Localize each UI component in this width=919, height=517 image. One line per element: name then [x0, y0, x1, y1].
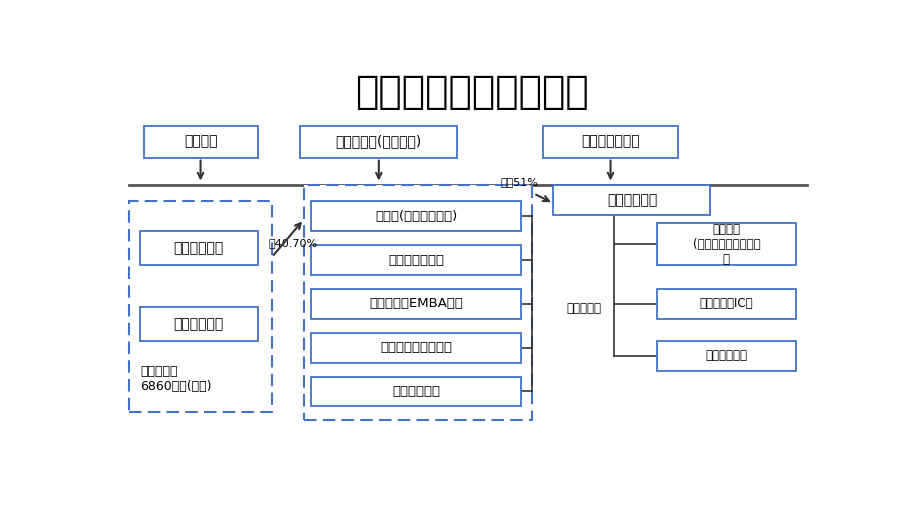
FancyBboxPatch shape — [143, 126, 257, 158]
FancyBboxPatch shape — [300, 126, 457, 158]
Text: 众筹股份公司: 众筹股份公司 — [174, 317, 223, 331]
FancyBboxPatch shape — [656, 289, 795, 319]
Text: 众筹与投资、业务架构: 众筹与投资、业务架构 — [354, 73, 588, 111]
Text: 被收购（投资）: 被收购（投资） — [581, 134, 639, 149]
FancyBboxPatch shape — [129, 202, 272, 413]
Text: 全国工商联EMBA联盟: 全国工商联EMBA联盟 — [369, 297, 462, 310]
Text: 全国六省市IC卡: 全国六省市IC卡 — [698, 297, 753, 310]
Text: 众筹对象: 众筹对象 — [184, 134, 217, 149]
FancyBboxPatch shape — [656, 341, 795, 371]
Text: 联合发起人(原始股东): 联合发起人(原始股东) — [335, 134, 422, 149]
FancyBboxPatch shape — [542, 126, 677, 158]
FancyBboxPatch shape — [311, 333, 521, 362]
Text: 众筹规模：
6860万元(万股): 众筹规模： 6860万元(万股) — [140, 364, 211, 392]
Text: 超过51%: 超过51% — [500, 177, 538, 188]
Text: 上海银嘉支付: 上海银嘉支付 — [391, 385, 440, 398]
FancyBboxPatch shape — [140, 307, 257, 341]
Text: 寿比轩（会所）: 寿比轩（会所） — [388, 254, 444, 267]
Text: 汇银支付公司: 汇银支付公司 — [607, 193, 656, 207]
FancyBboxPatch shape — [303, 186, 531, 420]
FancyBboxPatch shape — [656, 223, 795, 265]
Text: 占40.70%: 占40.70% — [268, 238, 317, 248]
Text: 北京大显律师事务所: 北京大显律师事务所 — [380, 341, 452, 354]
Text: 众筹股份公司: 众筹股份公司 — [174, 241, 223, 255]
Text: 牌照与业务: 牌照与业务 — [566, 302, 601, 315]
FancyBboxPatch shape — [311, 376, 521, 406]
Text: 聚宝盆(打包上市公司): 聚宝盆(打包上市公司) — [375, 210, 457, 223]
Text: 汇银支付
(互联网支付、预付卡
）: 汇银支付 (互联网支付、预付卡 ） — [692, 223, 759, 266]
FancyBboxPatch shape — [140, 231, 257, 265]
FancyBboxPatch shape — [311, 289, 521, 319]
FancyBboxPatch shape — [311, 202, 521, 231]
FancyBboxPatch shape — [311, 245, 521, 275]
Text: 拓展支付业务: 拓展支付业务 — [705, 349, 746, 362]
FancyBboxPatch shape — [553, 186, 709, 215]
